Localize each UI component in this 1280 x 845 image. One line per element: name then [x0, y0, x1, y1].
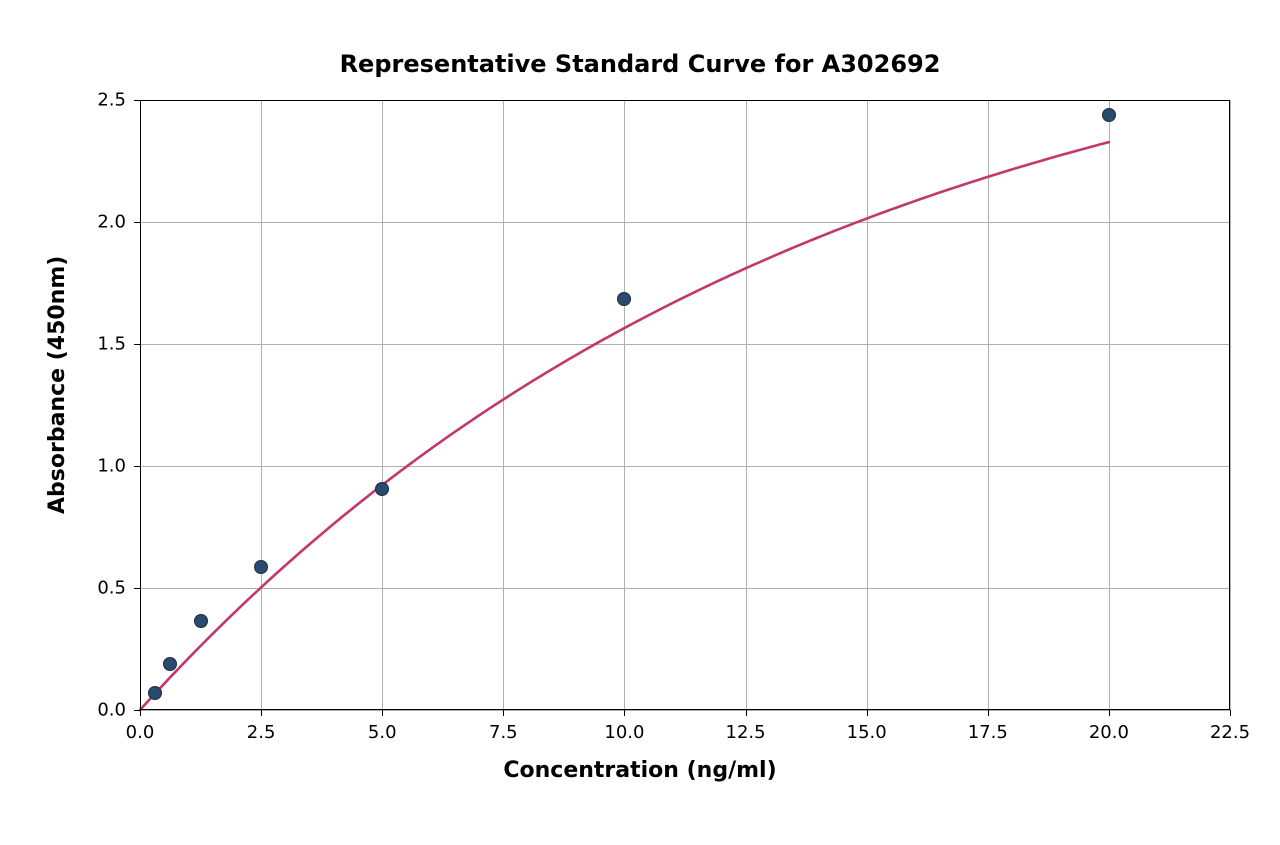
y-tick-label: 0.0 [86, 700, 126, 721]
x-tick-mark [140, 710, 141, 716]
x-tick-label: 5.0 [368, 722, 397, 743]
x-tick-mark [382, 710, 383, 716]
data-point [194, 614, 208, 628]
x-tick-mark [624, 710, 625, 716]
x-tick-mark [867, 710, 868, 716]
x-tick-label: 22.5 [1210, 722, 1250, 743]
y-tick-label: 2.0 [86, 212, 126, 233]
y-axis-label: Absorbance (450nm) [45, 256, 70, 514]
y-tick-label: 2.5 [86, 90, 126, 111]
data-point [148, 686, 162, 700]
data-point [375, 482, 389, 496]
x-tick-mark [1109, 710, 1110, 716]
x-axis-label: Concentration (ng/ml) [0, 758, 1280, 783]
x-tick-mark [503, 710, 504, 716]
x-tick-label: 17.5 [968, 722, 1008, 743]
y-tick-mark [134, 100, 140, 101]
y-tick-mark [134, 222, 140, 223]
figure: Representative Standard Curve for A30269… [0, 0, 1280, 845]
y-tick-mark [134, 588, 140, 589]
y-tick-mark [134, 710, 140, 711]
y-tick-label: 1.0 [86, 456, 126, 477]
x-tick-label: 12.5 [726, 722, 766, 743]
x-tick-mark [988, 710, 989, 716]
x-tick-label: 0.0 [126, 722, 155, 743]
x-tick-label: 7.5 [489, 722, 518, 743]
x-tick-mark [261, 710, 262, 716]
x-tick-label: 20.0 [1089, 722, 1129, 743]
y-tick-label: 0.5 [86, 578, 126, 599]
fit-curve [140, 100, 1230, 710]
data-point [163, 657, 177, 671]
x-tick-label: 10.0 [604, 722, 644, 743]
y-tick-mark [134, 344, 140, 345]
x-tick-mark [746, 710, 747, 716]
gridline-vertical [1230, 100, 1231, 710]
data-point [1102, 108, 1116, 122]
y-tick-mark [134, 466, 140, 467]
gridline-horizontal [140, 710, 1230, 711]
data-point [617, 292, 631, 306]
y-tick-label: 1.5 [86, 334, 126, 355]
fit-curve-path [140, 142, 1109, 710]
x-tick-label: 15.0 [847, 722, 887, 743]
x-tick-mark [1230, 710, 1231, 716]
plot-area [140, 100, 1230, 710]
data-point [254, 560, 268, 574]
x-tick-label: 2.5 [247, 722, 276, 743]
chart-title: Representative Standard Curve for A30269… [0, 50, 1280, 78]
